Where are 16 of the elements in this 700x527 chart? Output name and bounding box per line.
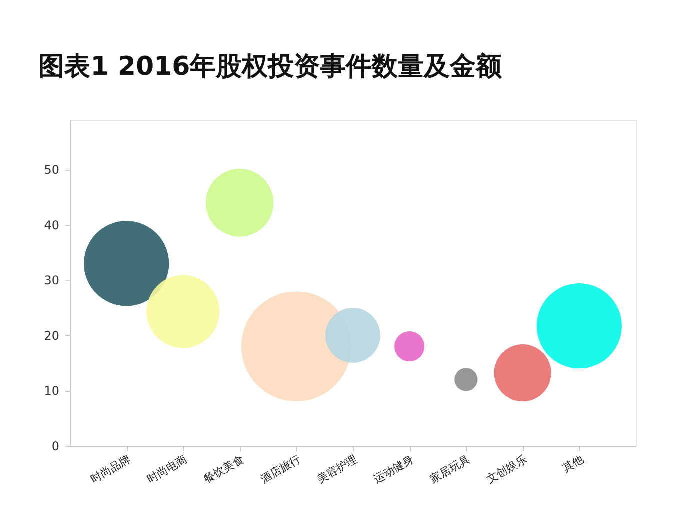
y-tick-label: 0	[52, 440, 60, 454]
y-tick-label: 50	[44, 163, 60, 178]
chart-title: 图表1 2016年股权投资事件数量及金额	[38, 52, 504, 82]
y-tick-label: 40	[44, 218, 60, 232]
x-tick-label: 餐饮美食	[202, 452, 246, 486]
y-tick-label: 20	[44, 328, 60, 343]
y-tick-label: 30	[44, 274, 60, 288]
x-tick-label: 文创娱乐	[484, 452, 530, 486]
y-tick-label: 10	[44, 384, 60, 398]
x-tick-label: 美容护理	[314, 452, 360, 486]
x-tick-label: 酒店旅行	[258, 452, 303, 486]
x-tick-label: 时尚品牌	[88, 452, 134, 486]
x-tick-label: 其他	[560, 452, 586, 475]
x-tick-label: 家居玩具	[428, 452, 473, 486]
x-tick-label: 时尚电商	[145, 452, 190, 486]
x-tick-label: 运动健身	[371, 452, 416, 486]
